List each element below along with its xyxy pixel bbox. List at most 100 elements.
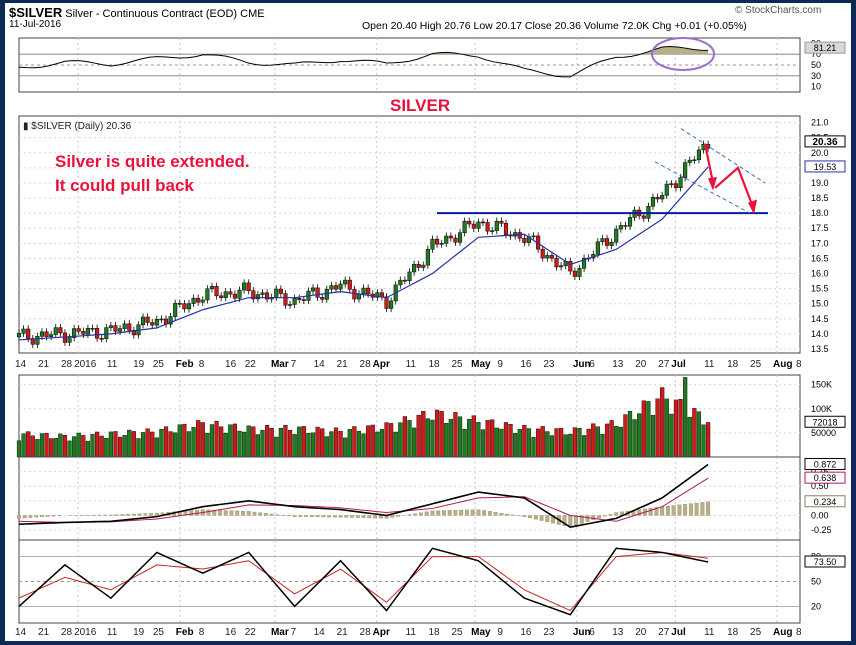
x-axis-tick-label: 13 [612, 359, 624, 370]
x-axis-tick-label: May [471, 627, 491, 638]
volume-bar [90, 433, 95, 458]
price-candle [200, 299, 205, 303]
volume-bar [609, 420, 614, 458]
volume-bar [379, 429, 385, 458]
ma-value-tag [804, 160, 846, 173]
price-candle [453, 237, 458, 243]
volume-bar [182, 423, 187, 458]
price-candle [81, 330, 86, 335]
macd-histogram-bar [407, 514, 412, 516]
price-candle [209, 286, 215, 290]
volume-bar [614, 425, 619, 458]
price-candle [531, 235, 536, 238]
macd-histogram-bar [126, 514, 131, 516]
volume-bar [173, 432, 178, 458]
price-candle [604, 238, 610, 246]
volume-bar [163, 426, 169, 458]
volume-bar [168, 431, 173, 458]
macd-histogram-bar [154, 512, 159, 516]
volume-bar [246, 425, 251, 458]
price-candle [113, 325, 118, 332]
x-axis-tick-label: 16 [520, 359, 532, 370]
volume-bar [687, 417, 692, 458]
pullback-arrowhead-1 [708, 176, 717, 191]
volume-bar [407, 420, 412, 458]
macd-histogram-bar [131, 513, 136, 516]
macd-histogram-bar [476, 509, 481, 516]
macd-histogram-bar [373, 515, 377, 519]
stochastic-value-label: 73.50 [814, 557, 837, 567]
volume-bar [150, 431, 155, 458]
price-candle [687, 159, 692, 163]
macd-histogram-bar [103, 514, 108, 516]
macd-histogram-bar [510, 514, 515, 516]
macd-histogram-bar [149, 513, 154, 516]
macd-histogram-bar [533, 515, 538, 520]
price-candle [582, 257, 587, 269]
price-candle [623, 225, 628, 227]
x-axis-tick-label: 2016 [74, 359, 97, 370]
price-candle [379, 292, 384, 298]
annotation-note-line2: It could pull back [55, 176, 194, 195]
price-tick-label: 19.0 [811, 178, 829, 188]
volume-bar [448, 418, 453, 458]
volume-bar [393, 431, 398, 458]
x-axis-tick-label: Jun [573, 359, 591, 370]
x-axis-tick-label: 28 [61, 627, 73, 638]
macd-histogram-bar [332, 515, 337, 518]
volume-bar [200, 422, 205, 458]
price-candle [600, 238, 605, 243]
volume-bar [563, 434, 568, 458]
x-axis-tick-label: Jul [671, 627, 686, 638]
macd-histogram-bar [229, 510, 234, 516]
macd-histogram-bar [258, 512, 263, 516]
macd-histogram-bar [597, 515, 601, 519]
volume-bar [669, 413, 674, 458]
volume-bar [310, 432, 316, 458]
macd-histogram-bar [608, 514, 613, 516]
price-candle [448, 235, 453, 239]
macd-histogram-bar [108, 514, 113, 516]
volume-bar [292, 434, 297, 458]
volume-bar [673, 399, 679, 458]
description-label: Silver - Continuous Contract (EOD) [65, 8, 238, 20]
volume-bar [434, 409, 440, 458]
volume-bar [444, 422, 449, 458]
price-candle [297, 298, 302, 300]
macd-histogram-bar [246, 511, 251, 516]
volume-bar [347, 429, 352, 458]
x-axis-tick-label: Jul [671, 359, 686, 370]
volume-bar [581, 435, 587, 458]
x-axis-tick-label: 20 [635, 627, 647, 638]
volume-bar [375, 431, 380, 458]
stochastic-value-tag [804, 555, 846, 568]
price-candle [324, 288, 329, 300]
price-candle [678, 177, 683, 188]
volume-bar [251, 426, 256, 458]
x-axis-tick-label: 6 [589, 359, 595, 370]
stochastic-tick-label: 20 [811, 601, 821, 611]
volume-bar [637, 413, 642, 458]
volume-bar [219, 426, 224, 458]
macd-histogram-bar [447, 510, 452, 516]
price-candle [251, 290, 256, 300]
macd-histogram-bar [378, 515, 383, 519]
x-axis-tick-label: 25 [750, 359, 762, 370]
macd-histogram-bar [499, 512, 504, 516]
price-candle [223, 291, 228, 298]
x-axis-tick-label: 11 [406, 359, 417, 370]
volume-bar [72, 436, 77, 458]
volume-bar [485, 420, 490, 458]
price-series-label: ▮ $SILVER (Daily) 20.36 [23, 121, 132, 132]
x-axis-tick-label: 14 [314, 359, 326, 370]
price-candle [237, 289, 242, 299]
volume-bar [209, 424, 215, 458]
price-candle [494, 220, 499, 231]
macd-histogram-bar [648, 507, 653, 516]
price-candle [122, 323, 127, 329]
price-candle [572, 270, 577, 277]
x-axis-tick-label: 25 [451, 627, 463, 638]
macd-histogram-bar [493, 512, 498, 516]
x-axis-tick-label: 14 [314, 627, 326, 638]
annotation-note-line1: Silver is quite extended. [55, 152, 250, 171]
